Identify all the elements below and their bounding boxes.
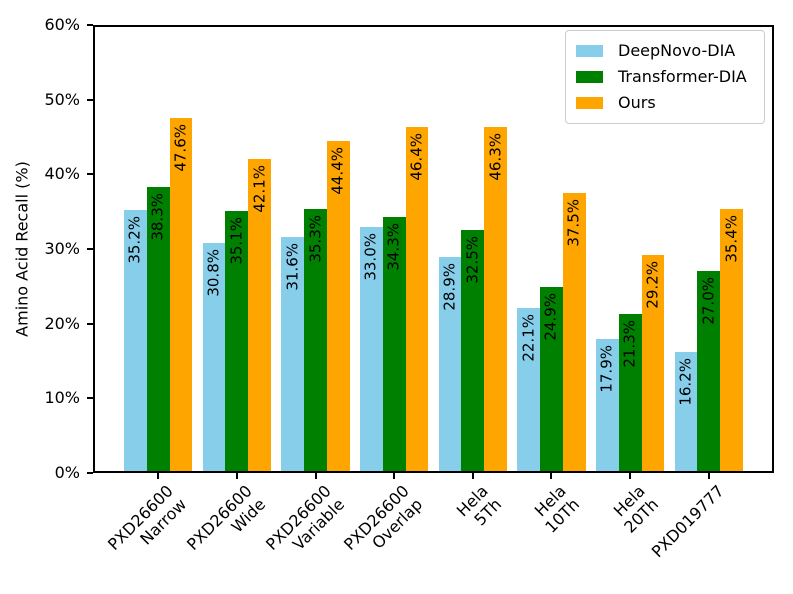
x-tick-mark — [235, 473, 238, 479]
bar-value-label: 35.2% — [125, 216, 144, 264]
legend-label: Transformer-DIA — [618, 67, 747, 86]
bar-value-label: 24.9% — [541, 293, 560, 341]
y-tick-mark — [87, 24, 93, 26]
y-tick-label-0: 0% — [54, 463, 80, 482]
y-tick-mark — [87, 248, 93, 250]
bar-transformer-dia-hela-5th: 32.5% — [461, 230, 485, 473]
y-tick-mark — [87, 322, 93, 325]
bar-transformer-dia-pxd26600-overlap: 34.3% — [382, 216, 406, 473]
x-tick-mark — [550, 473, 553, 479]
bar-ours-hela-10th: 37.5% — [562, 193, 586, 473]
bar-transformer-dia-pxd26600-wide: 35.1% — [225, 210, 249, 473]
legend-item-transformer-dia: Transformer-DIA — [576, 64, 752, 90]
x-tick-label-hela-10th: Hela 10Th — [531, 481, 584, 537]
y-tick-mark — [87, 397, 93, 400]
legend-item-deepnovo-dia: DeepNovo-DIA — [576, 38, 752, 64]
bar-value-label: 37.5% — [564, 199, 583, 247]
bar-ours-hela-5th: 46.3% — [484, 127, 508, 473]
bar-ours-hela-20th: 29.2% — [641, 254, 665, 473]
x-tick-mark — [707, 473, 710, 479]
bar-ours-pxd26600-overlap: 46.4% — [405, 126, 429, 473]
bar-value-label: 38.3% — [148, 193, 167, 241]
x-tick-mark — [314, 473, 317, 479]
bar-value-label: 34.3% — [384, 222, 403, 271]
bar-ours-pxd26600-variable: 44.4% — [326, 141, 350, 473]
x-tick-label-hela-20th: Hela 20Th — [609, 481, 663, 537]
bar-transformer-dia-hela-20th: 21.3% — [618, 313, 642, 473]
y-tick-label-10: 10% — [44, 388, 80, 408]
bar-deepnovo-dia-pxd26600-variable: 31.6% — [281, 237, 305, 473]
bar-value-label: 16.2% — [676, 358, 695, 406]
bar-value-label: 17.9% — [597, 345, 616, 394]
y-tick-mark — [87, 472, 93, 474]
bar-value-label: 35.4% — [722, 214, 741, 263]
y-tick-mark — [87, 173, 93, 176]
bar-ours-pxd26600-narrow: 47.6% — [169, 117, 193, 473]
bar-deepnovo-dia-pxd26600-narrow: 35.2% — [123, 210, 147, 473]
legend-swatch-icon — [576, 45, 603, 57]
bar-deepnovo-dia-hela-5th: 28.9% — [438, 257, 462, 473]
x-tick-label-pxd26600-wide: PXD26600 Wide — [182, 481, 269, 555]
y-tick-label-20: 20% — [44, 313, 80, 333]
bar-value-label: 33.0% — [361, 232, 380, 281]
x-tick-label-hela-5th: Hela 5Th — [452, 481, 505, 530]
y-tick-label-60: 60% — [44, 15, 80, 34]
bar-deepnovo-dia-hela-20th: 17.9% — [595, 339, 619, 473]
x-tick-label-pxd26600-overlap: PXD26600 Overlap — [340, 481, 427, 555]
legend-swatch-icon — [576, 71, 603, 83]
x-tick-label-pxd019777: PXD019777 — [647, 481, 728, 562]
bar-value-label: 31.6% — [283, 243, 302, 291]
y-tick-label-30: 30% — [44, 239, 80, 258]
bar-value-label: 46.3% — [486, 133, 505, 181]
bar-transformer-dia-pxd26600-narrow: 38.3% — [146, 187, 170, 473]
bar-deepnovo-dia-hela-10th: 22.1% — [517, 308, 541, 473]
bar-value-label: 42.1% — [250, 164, 269, 213]
legend: DeepNovo-DIA Transformer-DIA Ours — [565, 30, 765, 124]
legend-item-ours: Ours — [576, 90, 752, 116]
x-tick-label-pxd26600-narrow: PXD26600 Narrow — [104, 481, 191, 555]
y-tick-label-50: 50% — [44, 89, 80, 109]
x-tick-label-pxd26600-variable: PXD26600 Variable — [261, 481, 348, 555]
bar-value-label: 27.0% — [699, 277, 718, 326]
bar-transformer-dia-hela-10th: 24.9% — [540, 287, 563, 473]
y-tick-label-40: 40% — [44, 164, 80, 184]
plot-area: 35.2% 30.8% 31.6% 33.0% 28.9% 22.1% 17.9% 16.2%… — [93, 25, 774, 473]
bar-value-label: 47.6% — [171, 123, 190, 172]
x-tick-mark — [629, 473, 632, 479]
bar-value-label: 32.5% — [463, 236, 482, 284]
bar-value-label: 44.4% — [328, 147, 347, 196]
bar-deepnovo-dia-pxd26600-overlap: 33.0% — [359, 226, 383, 473]
bar-value-label: 30.8% — [204, 249, 223, 297]
bar-value-label: 35.1% — [227, 216, 246, 265]
bar-ours-pxd019777: 35.4% — [720, 208, 744, 473]
bar-value-label: 22.1% — [519, 314, 538, 362]
bar-value-label: 46.4% — [407, 132, 426, 181]
legend-label: Ours — [618, 93, 656, 112]
bar-value-label: 29.2% — [643, 260, 662, 309]
x-tick-mark — [393, 473, 396, 479]
bar-transformer-dia-pxd26600-variable: 35.3% — [304, 209, 327, 473]
y-tick-mark — [87, 98, 93, 101]
legend-swatch-icon — [576, 97, 603, 109]
bar-transformer-dia-pxd019777: 27.0% — [697, 271, 721, 473]
bar-value-label: 28.9% — [440, 263, 459, 311]
bar-ours-pxd26600-wide: 42.1% — [248, 158, 272, 473]
x-tick-mark — [157, 473, 160, 479]
bar-value-label: 21.3% — [620, 319, 639, 368]
bar-deepnovo-dia-pxd019777: 16.2% — [674, 352, 698, 473]
bar-deepnovo-dia-pxd26600-wide: 30.8% — [202, 243, 226, 473]
legend-label: DeepNovo-DIA — [618, 41, 736, 60]
x-tick-mark — [471, 473, 474, 479]
bar-value-label: 35.3% — [306, 215, 324, 264]
